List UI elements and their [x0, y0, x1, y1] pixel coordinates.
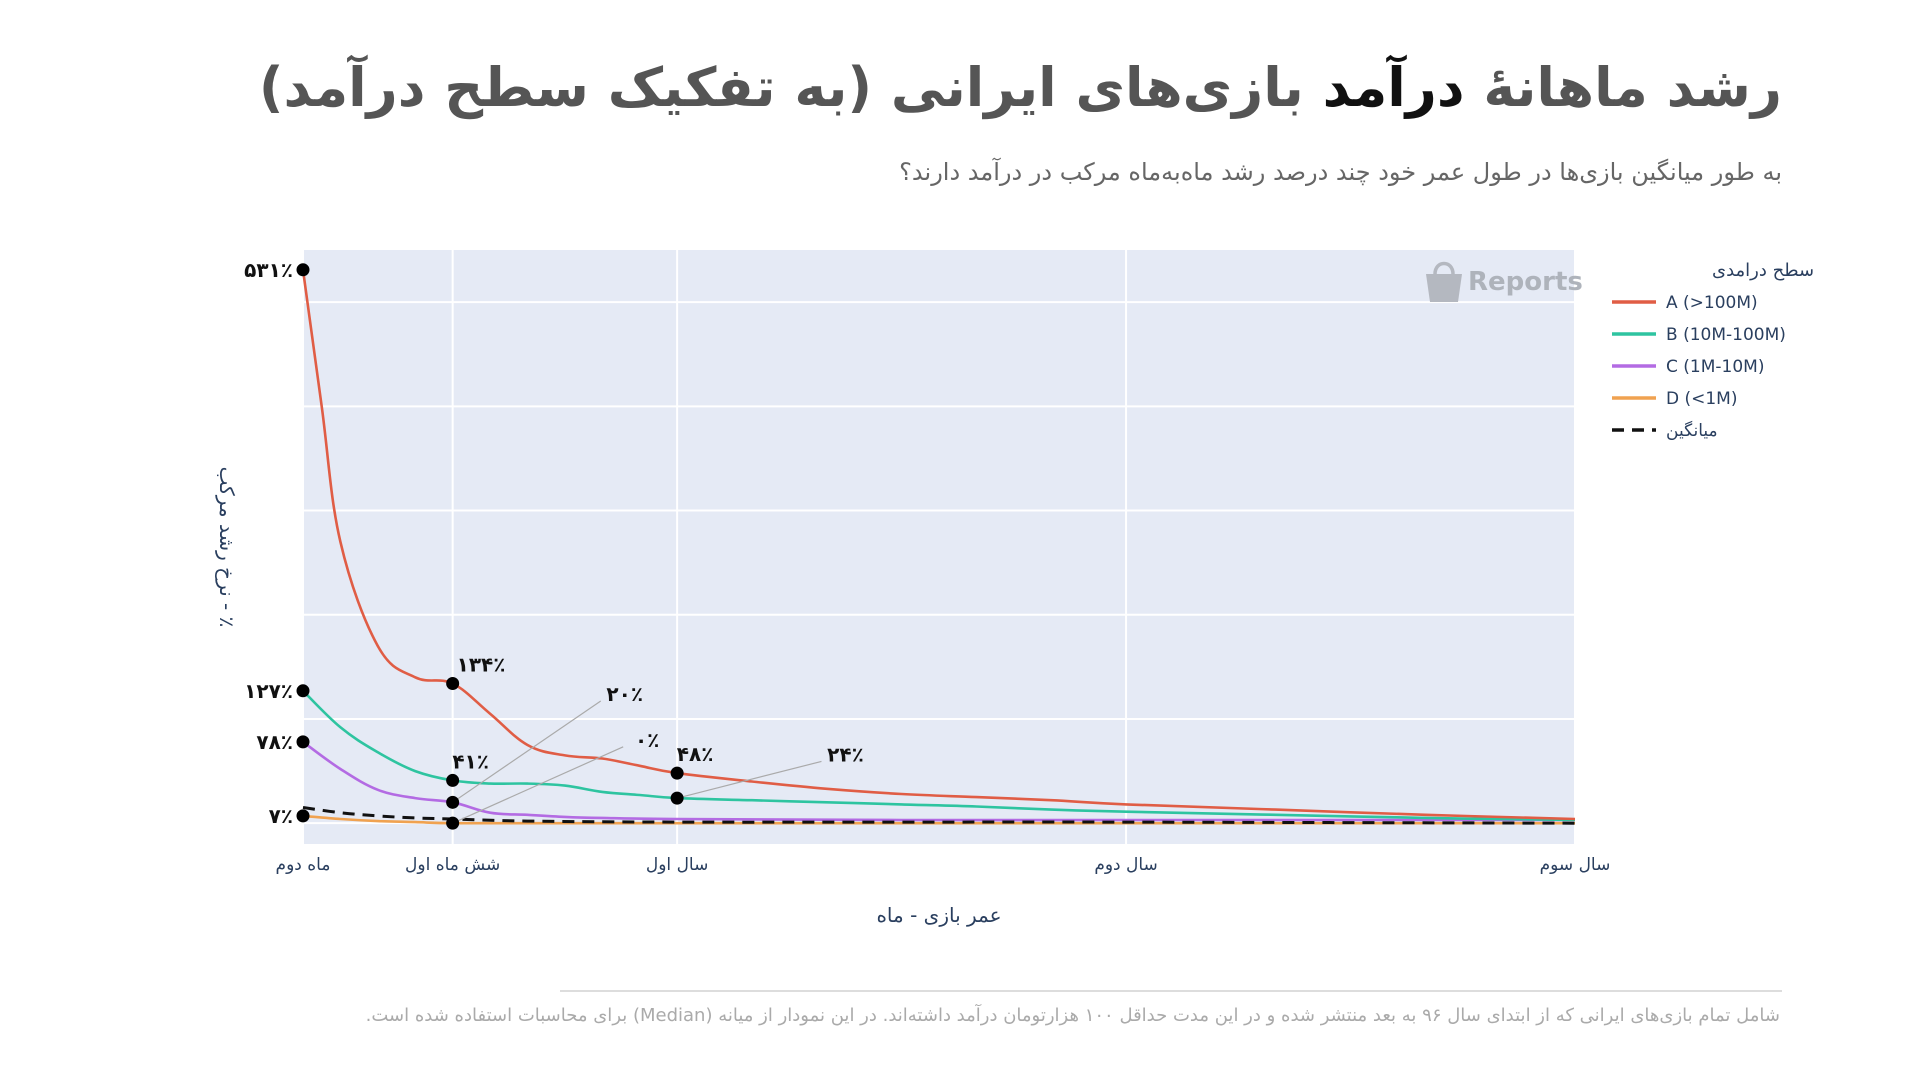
x-tick-label: ماه دوم — [276, 855, 331, 875]
data-marker — [670, 791, 684, 805]
data-marker — [446, 795, 460, 809]
x-axis-label: عمر بازی - ماه — [876, 903, 1001, 927]
data-label: ۵۳۱٪ — [244, 258, 293, 282]
x-tick-label: سال دوم — [1094, 855, 1157, 875]
series-line — [301, 269, 1576, 821]
legend-items: A (>100M) B (10M-100M) C (1M-10M) D (<1M) می… — [1612, 293, 1786, 441]
chart-title: رشد ماهانهٔ درآمد بازی‌های ایرانی (به تف… — [259, 56, 1782, 119]
watermark: Reports — [1426, 261, 1583, 302]
callout-line — [452, 700, 602, 803]
legend-label: میانگین — [1666, 420, 1718, 441]
legend-label: D (<1M) — [1666, 389, 1738, 409]
legend-title: سطح درامدی — [1712, 260, 1814, 281]
plot-area — [303, 250, 1575, 844]
title-highlight: درآمد — [1322, 56, 1465, 119]
x-tick-labels: ماه دوم شش ماه اول سال اول سال دوم سال سوم — [276, 855, 1611, 875]
data-marker — [446, 677, 460, 691]
x-tick-label: سال سوم — [1540, 855, 1611, 875]
shopping-bag-icon — [1426, 261, 1462, 302]
data-label: ۷٪ — [269, 804, 293, 828]
data-label: ۴۱٪ — [452, 749, 489, 773]
title-part-2: بازی‌های ایرانی (به تفکیک سطح درآمد) — [258, 56, 1323, 119]
data-marker — [670, 766, 684, 780]
legend-item[interactable]: D (<1M) — [1612, 389, 1738, 409]
series-layer — [301, 269, 1576, 825]
legend-item[interactable]: B (10M-100M) — [1612, 325, 1786, 345]
series-line — [302, 740, 1575, 822]
data-marker — [296, 263, 310, 277]
legend: سطح درامدی A (>100M) B (10M-100M) C (1M-10… — [1612, 260, 1814, 441]
data-label: ۱۳۴٪ — [457, 653, 506, 677]
data-marker — [446, 773, 460, 787]
legend-label: A (>100M) — [1666, 293, 1758, 313]
footnote: شامل تمام بازی‌های ایرانی که از ابتدای س… — [365, 1005, 1780, 1026]
watermark-text: Reports — [1468, 267, 1583, 297]
legend-label: B (10M-100M) — [1666, 325, 1786, 345]
legend-item[interactable]: C (1M-10M) — [1612, 357, 1764, 377]
chart-subtitle: به طور میانگین بازی‌ها در طول عمر خود چن… — [899, 158, 1782, 186]
data-label: ۱۲۷٪ — [244, 679, 293, 703]
x-tick-label: شش ماه اول — [405, 855, 500, 875]
x-tick-label: سال اول — [646, 855, 708, 875]
legend-label: C (1M-10M) — [1666, 357, 1764, 377]
data-marker — [446, 816, 460, 830]
data-label: ۲۰٪ — [606, 682, 643, 706]
series-line — [302, 806, 1576, 825]
callouts — [452, 700, 822, 824]
data-marker — [296, 735, 310, 749]
data-label: ۲۴٪ — [827, 742, 864, 766]
data-label: ۴۸٪ — [677, 742, 714, 766]
data-label: ۰٪ — [635, 728, 659, 752]
chart-canvas: ۵۳۱٪ ۱۲۷٪ ۷۸٪ ۷٪ ۱۳۴٪ ۴۱٪ ۲۰٪ ۰٪ ۴۸٪ ۲۴٪ ماه دوم ش… — [215, 250, 1814, 927]
legend-item[interactable]: میانگین — [1612, 420, 1718, 441]
title-part-1: رشد ماهانهٔ — [1464, 56, 1782, 119]
data-marker — [296, 684, 310, 698]
callout-line — [452, 746, 624, 824]
legend-item[interactable]: A (>100M) — [1612, 293, 1758, 313]
markers — [296, 263, 684, 830]
footer-divider — [560, 990, 1782, 992]
data-label: ۷۸٪ — [256, 730, 293, 754]
callout-line — [676, 760, 822, 799]
y-axis-label: ٪ - نرخ رشد مرکب — [215, 467, 239, 628]
annotations: ۵۳۱٪ ۱۲۷٪ ۷۸٪ ۷٪ ۱۳۴٪ ۴۱٪ ۲۰٪ ۰٪ ۴۸٪ ۲۴٪ — [244, 258, 864, 828]
series-line — [302, 689, 1576, 822]
data-marker — [296, 809, 310, 823]
